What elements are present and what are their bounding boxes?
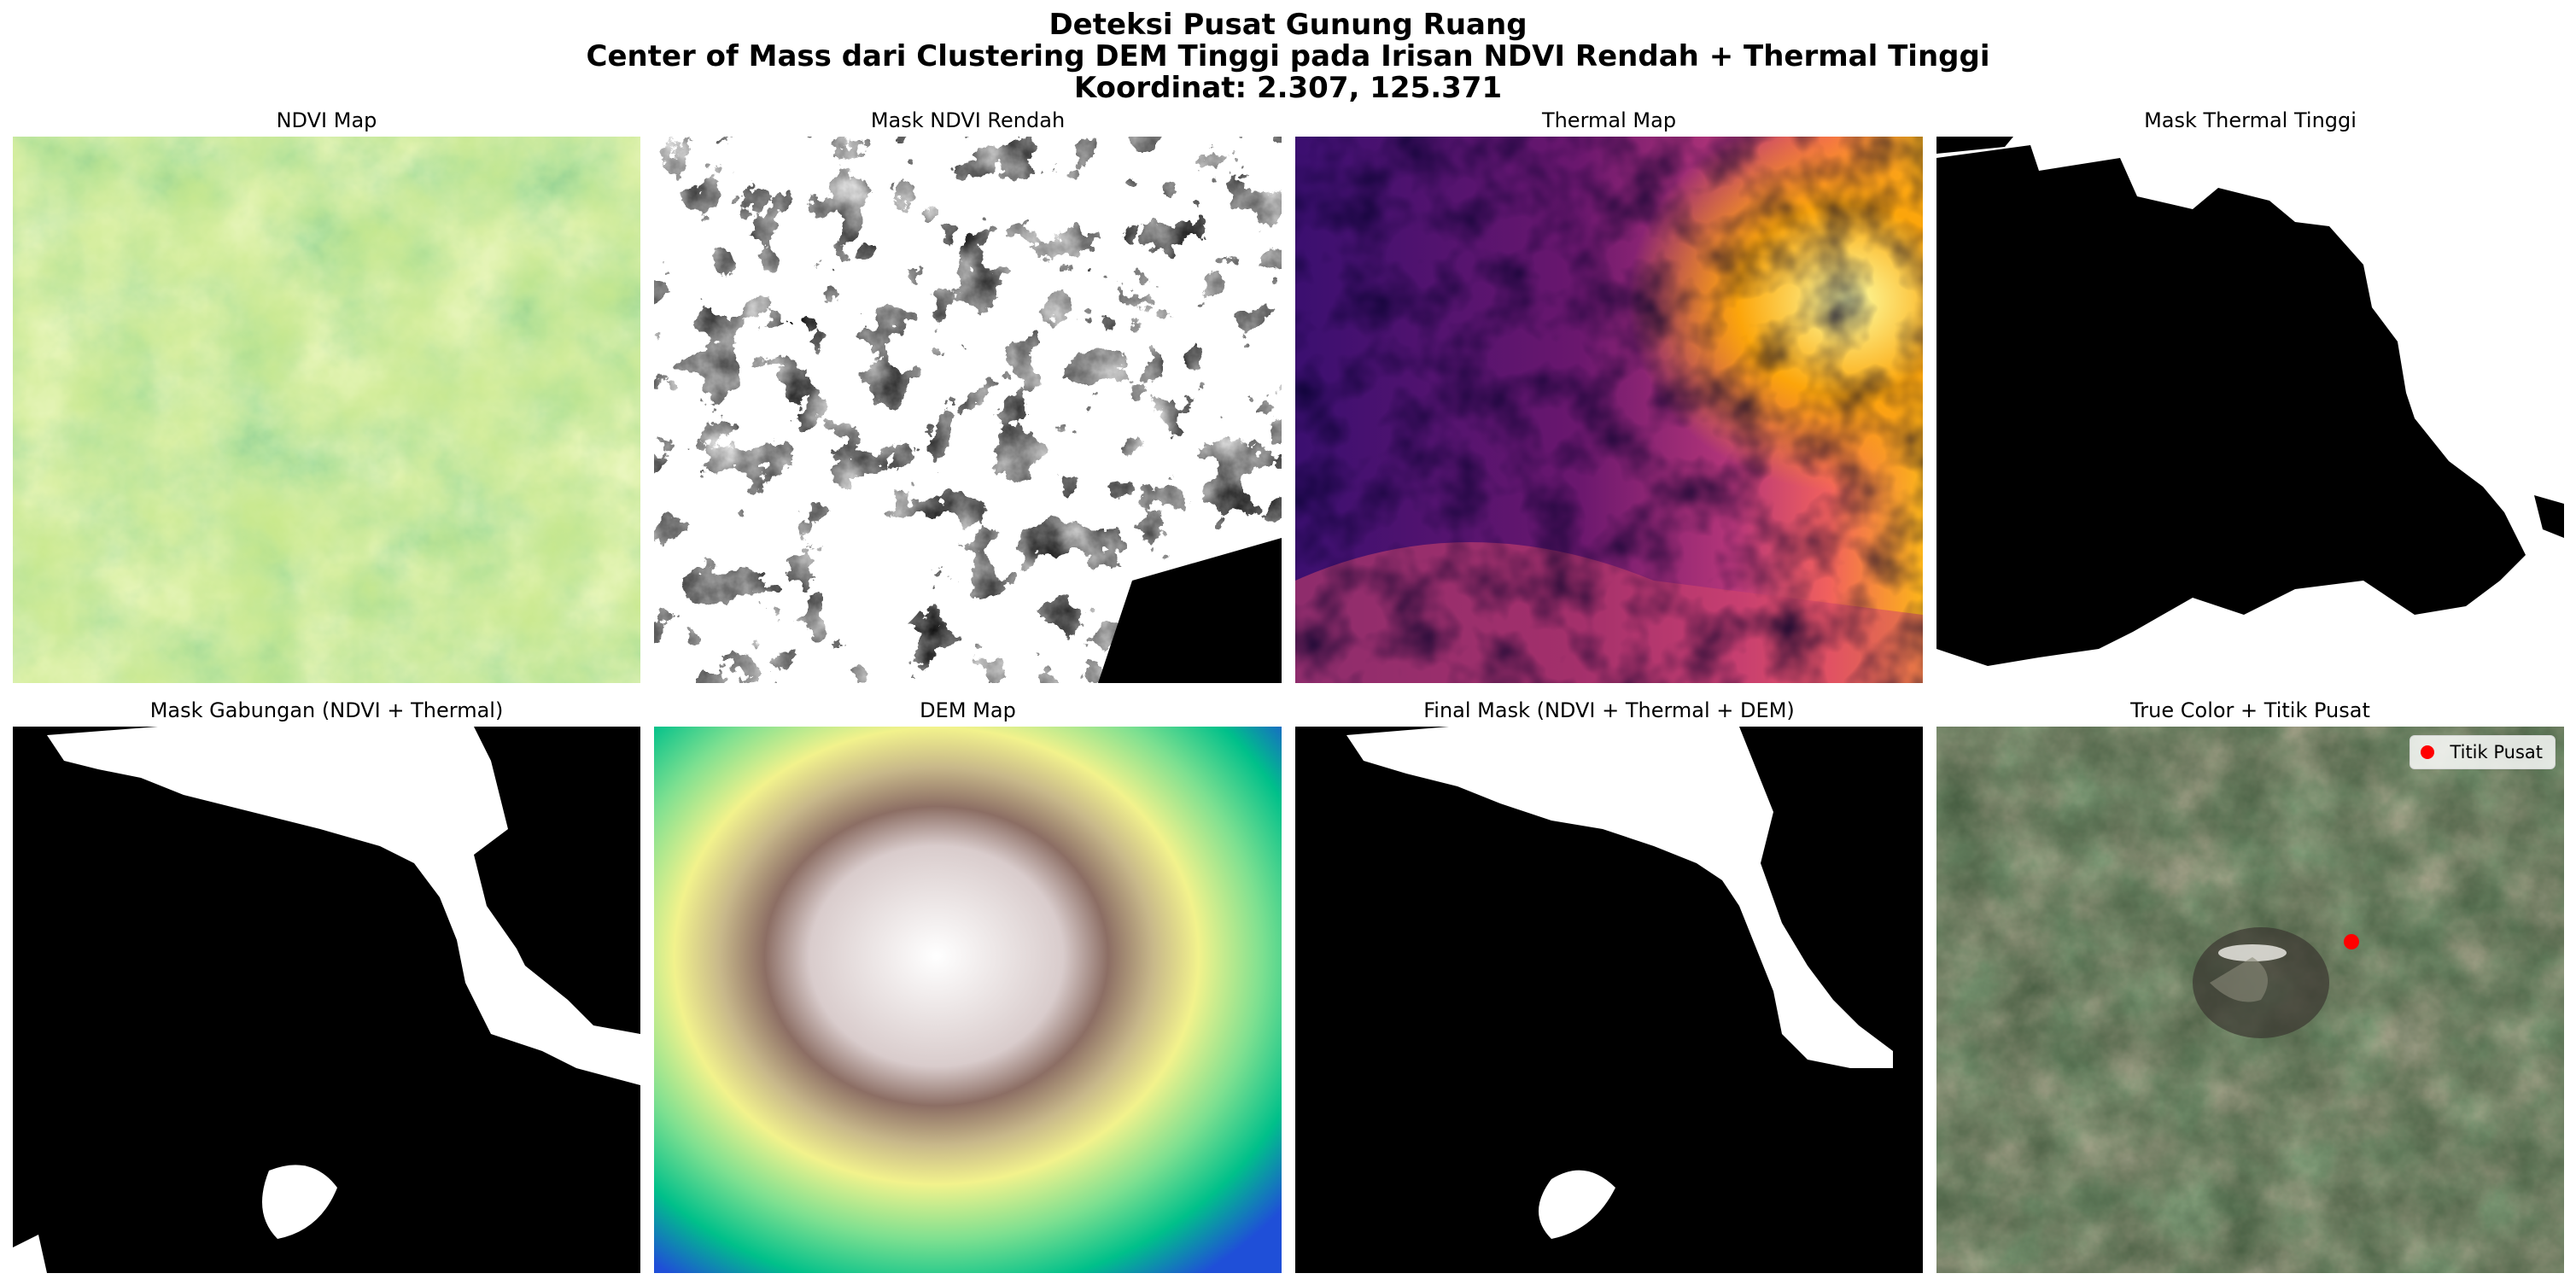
panel-title: Thermal Map bbox=[1541, 108, 1677, 132]
panel-true-color: True Color + Titik Pusat bbox=[1936, 698, 2564, 1278]
panel-mask-thermal-tinggi: Mask Thermal Tinggi bbox=[1936, 108, 2564, 688]
center-point-marker bbox=[2344, 934, 2359, 949]
panel-thermal-map: Thermal Map bbox=[1295, 108, 1923, 688]
mask-thermal-tinggi-image bbox=[1936, 137, 2564, 683]
panel-mask-gabungan: Mask Gabungan (NDVI + Thermal) bbox=[13, 698, 640, 1278]
panel-title: Mask NDVI Rendah bbox=[870, 108, 1066, 132]
ndvi-map-image bbox=[13, 137, 640, 683]
mask-ndvi-rendah-image bbox=[654, 137, 1282, 683]
mask-gabungan-image bbox=[13, 727, 640, 1273]
legend: Titik Pusat bbox=[2410, 735, 2556, 769]
panel-title: NDVI Map bbox=[276, 108, 377, 132]
figure-subtitle: Center of Mass dari Clustering DEM Tingg… bbox=[586, 39, 1990, 73]
panel-title: DEM Map bbox=[920, 698, 1016, 722]
panel-title: True Color + Titik Pusat bbox=[2130, 698, 2370, 722]
panel-title: Mask Thermal Tinggi bbox=[2144, 108, 2357, 132]
panel-title: Final Mask (NDVI + Thermal + DEM) bbox=[1423, 698, 1795, 722]
thermal-map-image bbox=[1295, 137, 1923, 683]
figure-title: Deteksi Pusat Gunung Ruang bbox=[1049, 8, 1527, 42]
true-color-image: Titik Pusat bbox=[1936, 727, 2564, 1273]
dem-map-image bbox=[654, 727, 1282, 1273]
panel-ndvi-map: NDVI Map bbox=[13, 108, 640, 688]
figure-coordinates: Koordinat: 2.307, 125.371 bbox=[1073, 71, 1503, 105]
panel-title: Mask Gabungan (NDVI + Thermal) bbox=[149, 698, 504, 722]
legend-marker-icon bbox=[2421, 745, 2435, 759]
panel-final-mask: Final Mask (NDVI + Thermal + DEM) bbox=[1295, 698, 1923, 1278]
panel-dem-map: DEM Map bbox=[654, 698, 1282, 1278]
panel-mask-ndvi-rendah: Mask NDVI Rendah bbox=[654, 108, 1282, 688]
final-mask-image bbox=[1295, 727, 1923, 1273]
legend-label: Titik Pusat bbox=[2450, 742, 2543, 762]
